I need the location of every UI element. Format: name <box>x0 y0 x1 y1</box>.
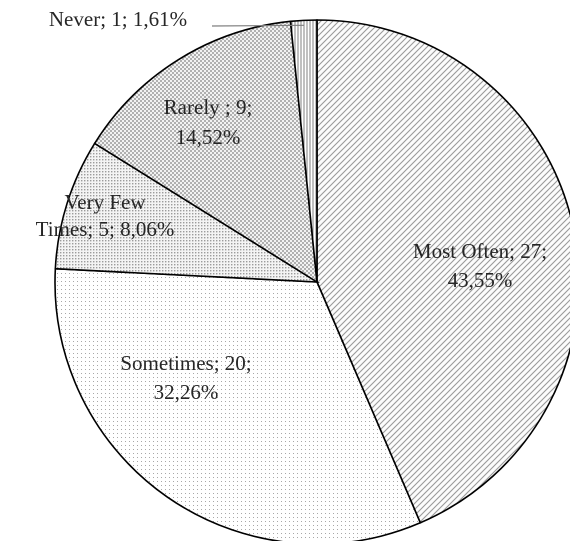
pie-slice-most-often <box>316 19 570 524</box>
data-label-never: Never; 1; 1,61% <box>49 7 187 31</box>
pie-slice-never <box>289 19 318 283</box>
data-label-sometimes: Sometimes; 20; 32,26% <box>120 351 251 404</box>
pie-slice-sometimes <box>54 267 422 541</box>
data-label-very-few-times: Very Few Times; 5; 8,06% <box>36 190 175 241</box>
pie-slice-rarely <box>93 20 318 284</box>
data-label-most-often: Most Often; 27; 43,55% <box>413 239 547 292</box>
pie-slice-very-few-times <box>54 142 321 283</box>
data-label-rarely: Rarely ; 9; 14,52% <box>164 95 253 149</box>
leader-line-never <box>211 24 304 27</box>
